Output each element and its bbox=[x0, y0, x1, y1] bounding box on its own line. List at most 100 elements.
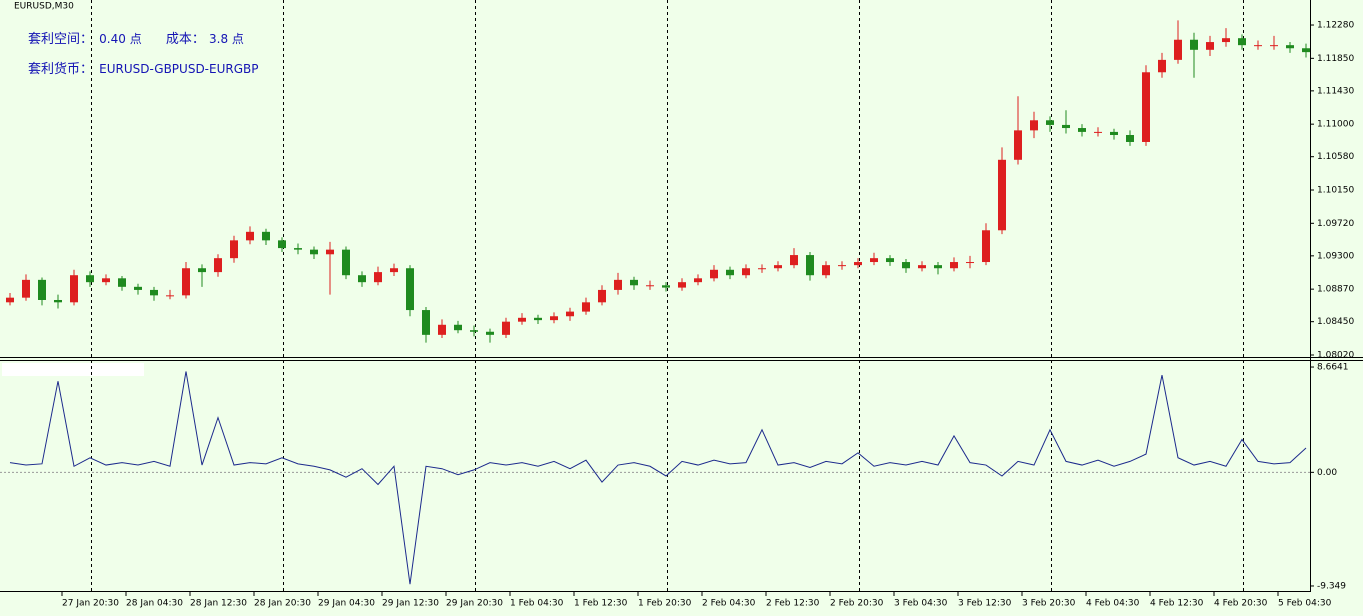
candle-body bbox=[1094, 131, 1102, 133]
time-label: 29 Jan 20:30 bbox=[446, 599, 503, 609]
candle-body bbox=[1270, 45, 1278, 47]
candle-body bbox=[1110, 131, 1118, 136]
time-label: 28 Jan 12:30 bbox=[190, 599, 247, 609]
candle-body bbox=[742, 268, 750, 276]
info-line: 套利空间： 0.40 点 成本： 3.8 点 bbox=[28, 28, 244, 47]
y-tick-label: 1.09300 bbox=[1317, 251, 1354, 261]
candle-body bbox=[502, 321, 510, 335]
time-label: 29 Jan 12:30 bbox=[382, 599, 439, 609]
y-tick-label: 1.11430 bbox=[1317, 86, 1354, 96]
candle-body bbox=[598, 289, 606, 303]
candle-body bbox=[822, 265, 830, 276]
time-label: 29 Jan 04:30 bbox=[318, 599, 375, 609]
y-tick-label: 1.10150 bbox=[1317, 186, 1354, 196]
time-label: 28 Jan 20:30 bbox=[254, 599, 311, 609]
time-label: 1 Feb 12:30 bbox=[574, 599, 628, 609]
indicator-label-box bbox=[2, 363, 144, 376]
candle-body bbox=[614, 279, 622, 290]
candle-body bbox=[374, 272, 382, 283]
time-label: 4 Feb 20:30 bbox=[1214, 599, 1268, 609]
candle-body bbox=[294, 248, 302, 250]
candle-body bbox=[870, 258, 878, 263]
candle-body bbox=[950, 262, 958, 269]
candle-body bbox=[1206, 42, 1214, 50]
time-label: 1 Feb 20:30 bbox=[638, 599, 692, 609]
candle-body bbox=[854, 262, 862, 266]
candle-body bbox=[1302, 48, 1310, 53]
y-tick-label: 0.00 bbox=[1317, 468, 1337, 478]
candle-body bbox=[902, 262, 910, 269]
candle-body bbox=[70, 275, 78, 303]
candle-body bbox=[182, 268, 190, 296]
candle-body bbox=[678, 282, 686, 288]
candle-body bbox=[134, 286, 142, 290]
candle-body bbox=[1126, 135, 1134, 142]
y-tick-label: 1.12280 bbox=[1317, 21, 1354, 31]
candle-body bbox=[758, 268, 766, 270]
candle-body bbox=[1014, 130, 1022, 160]
candle-body bbox=[534, 317, 542, 321]
candle-body bbox=[214, 258, 222, 273]
candle-body bbox=[422, 310, 430, 335]
candle-body bbox=[198, 268, 206, 273]
y-tick-label: 1.10580 bbox=[1317, 152, 1354, 162]
candle-body bbox=[102, 278, 110, 283]
candle-body bbox=[118, 278, 126, 287]
candle-body bbox=[38, 279, 46, 300]
y-tick-label: 1.11000 bbox=[1317, 120, 1354, 130]
y-tick-label: 1.08870 bbox=[1317, 285, 1354, 295]
value: EURUSD-GBPUSD-EURGBP bbox=[99, 62, 259, 76]
value: 0.40 点 bbox=[99, 32, 142, 46]
candle-body bbox=[1286, 45, 1294, 49]
time-label: 5 Feb 04:30 bbox=[1278, 599, 1332, 609]
candle-body bbox=[518, 317, 526, 322]
y-tick-label: 1.08450 bbox=[1317, 317, 1354, 327]
label: 套利货币： bbox=[28, 62, 94, 77]
y-tick-label: -9.349 bbox=[1317, 581, 1346, 591]
candle-body bbox=[1222, 38, 1230, 43]
time-label: 27 Jan 20:30 bbox=[62, 599, 119, 609]
candle-body bbox=[1158, 59, 1166, 73]
candle-body bbox=[1142, 72, 1150, 142]
candle-body bbox=[262, 231, 270, 241]
candle-body bbox=[710, 269, 718, 279]
candle-body bbox=[470, 330, 478, 332]
candle-body bbox=[166, 295, 174, 297]
candle-body bbox=[966, 262, 974, 264]
y-tick-label: 8.6641 bbox=[1317, 363, 1349, 373]
candle-body bbox=[886, 258, 894, 263]
candle-body bbox=[838, 265, 846, 267]
time-label: 3 Feb 12:30 bbox=[958, 599, 1012, 609]
candle-body bbox=[1078, 128, 1086, 132]
time-label: 4 Feb 04:30 bbox=[1086, 599, 1140, 609]
candle-body bbox=[790, 255, 798, 266]
candle-body bbox=[406, 268, 414, 311]
candle-body bbox=[726, 269, 734, 276]
value: 3.8 点 bbox=[209, 32, 244, 46]
candle-body bbox=[662, 285, 670, 288]
time-label: 1 Feb 04:30 bbox=[510, 599, 564, 609]
candle-body bbox=[982, 230, 990, 263]
info-line: 套利货币： EURUSD-GBPUSD-EURGBP bbox=[28, 58, 258, 77]
candle-body bbox=[646, 285, 654, 287]
candle-body bbox=[630, 279, 638, 286]
label: 成本： bbox=[165, 32, 205, 47]
candle-body bbox=[1062, 124, 1070, 129]
time-label: 2 Feb 04:30 bbox=[702, 599, 756, 609]
label: 套利空间： bbox=[28, 32, 94, 47]
y-tick-label: 1.11850 bbox=[1317, 54, 1354, 64]
candle-body bbox=[918, 265, 926, 269]
time-label: 28 Jan 04:30 bbox=[126, 599, 183, 609]
candle-body bbox=[390, 268, 398, 273]
time-label: 3 Feb 20:30 bbox=[1022, 599, 1076, 609]
candle-body bbox=[454, 324, 462, 331]
candle-body bbox=[86, 275, 94, 283]
candle-body bbox=[934, 265, 942, 269]
window-title: EURUSD,M30 bbox=[14, 2, 74, 12]
candle-body bbox=[566, 311, 574, 317]
candle-body bbox=[230, 240, 238, 259]
candle-body bbox=[582, 302, 590, 312]
time-label: 2 Feb 12:30 bbox=[766, 599, 820, 609]
candle-body bbox=[342, 249, 350, 276]
